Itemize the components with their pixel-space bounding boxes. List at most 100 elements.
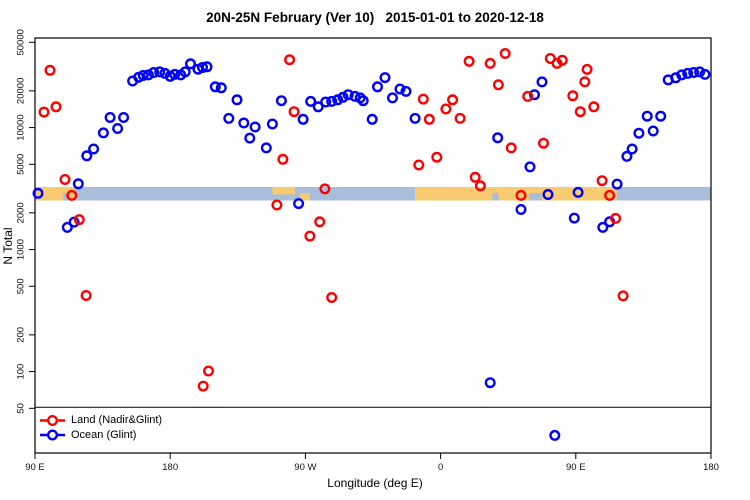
data-point-ocean	[342, 89, 354, 101]
data-point-ocean	[688, 66, 700, 78]
y-tick-label: 20000	[16, 78, 27, 104]
data-point-land	[38, 106, 50, 118]
data-point-ocean	[201, 61, 213, 73]
data-point-ocean	[484, 377, 496, 389]
data-point-ocean	[97, 127, 109, 139]
data-point-land	[484, 57, 496, 69]
data-point-land	[463, 55, 475, 67]
data-point-ocean	[409, 112, 421, 124]
x-tick-label: 0	[438, 462, 443, 473]
data-point-land	[202, 365, 214, 377]
data-point-land	[277, 153, 289, 165]
x-tick-label: 90 W	[294, 462, 316, 473]
data-point-land	[319, 183, 331, 195]
map-strip-ocean-segment	[616, 187, 711, 201]
legend-label-land: Land (Nadir&Glint)	[71, 414, 163, 426]
data-point-ocean	[320, 96, 332, 108]
data-point-ocean	[209, 81, 221, 93]
data-point-land	[610, 212, 622, 224]
data-point-ocean	[81, 150, 93, 162]
data-point-ocean	[244, 132, 256, 144]
data-point-land	[581, 63, 593, 75]
data-point-ocean	[349, 90, 361, 102]
data-point-land	[417, 93, 429, 105]
y-tick-label: 200	[16, 327, 27, 343]
data-point-ocean	[179, 66, 191, 78]
y-tick-label: 50000	[16, 29, 27, 55]
data-point-land	[271, 199, 283, 211]
data-point-ocean	[312, 101, 324, 113]
data-point-land	[596, 175, 608, 187]
data-point-ocean	[626, 143, 638, 155]
y-tick-label: 500	[16, 278, 27, 294]
data-point-ocean	[379, 72, 391, 84]
data-point-ocean	[72, 178, 84, 190]
data-point-land	[515, 189, 527, 201]
data-point-ocean	[647, 125, 659, 137]
y-tick-label: 100	[16, 364, 27, 380]
data-point-ocean	[655, 110, 667, 122]
data-point-ocean	[492, 132, 504, 144]
x-axis-label: Longitude (deg E)	[327, 476, 423, 490]
map-strip-land-segment	[300, 193, 310, 201]
data-point-ocean	[366, 113, 378, 125]
legend-marker-land	[47, 415, 59, 427]
data-point-ocean	[611, 178, 623, 190]
x-tick-label: 90 E	[25, 462, 45, 473]
data-point-land	[454, 112, 466, 124]
data-point-land	[469, 171, 481, 183]
data-point-land	[59, 173, 71, 185]
data-point-land	[314, 216, 326, 228]
data-point-ocean	[572, 186, 584, 198]
data-point-land	[567, 90, 579, 102]
data-point-ocean	[142, 69, 154, 81]
data-point-ocean	[61, 221, 73, 233]
x-tick-label: 180	[162, 462, 178, 473]
data-point-ocean	[597, 221, 609, 233]
data-point-ocean	[699, 68, 711, 80]
data-point-ocean	[196, 62, 208, 74]
legend-marker-ocean	[47, 429, 59, 441]
data-point-ocean	[112, 122, 124, 134]
data-point-ocean	[266, 118, 278, 130]
data-point-land	[304, 230, 316, 242]
data-point-ocean	[231, 94, 243, 106]
data-point-land	[288, 106, 300, 118]
x-tick-label: 90 E	[566, 462, 586, 473]
data-point-ocean	[542, 188, 554, 200]
data-point-ocean	[104, 111, 116, 123]
data-point-ocean	[275, 95, 287, 107]
data-point-land	[73, 214, 85, 226]
data-point-land	[44, 64, 56, 76]
data-point-ocean	[633, 127, 645, 139]
data-point-ocean	[372, 81, 384, 93]
data-point-ocean	[536, 76, 548, 88]
data-point-ocean	[223, 112, 235, 124]
data-point-land	[431, 151, 443, 163]
data-point-ocean	[387, 92, 399, 104]
y-tick-label: 10000	[16, 114, 27, 140]
data-point-land	[538, 137, 550, 149]
data-point-land	[556, 54, 568, 66]
data-point-land	[499, 48, 511, 60]
data-point-land	[80, 290, 92, 302]
data-point-land	[492, 79, 504, 91]
map-strip-ocean-segment	[62, 193, 69, 201]
chart-title: 20N-25N February (Ver 10) 2015-01-01 to …	[206, 10, 544, 25]
data-point-land	[284, 54, 296, 66]
data-point-land	[50, 101, 62, 113]
data-point-ocean	[249, 121, 261, 133]
data-point-ocean	[68, 216, 80, 228]
data-point-ocean	[88, 143, 100, 155]
data-point-ocean	[148, 66, 160, 78]
map-strip-ocean-segment	[529, 193, 542, 201]
data-point-land	[474, 180, 486, 192]
data-point-ocean	[394, 83, 406, 95]
data-point-ocean	[676, 69, 688, 81]
data-point-ocean	[326, 95, 338, 107]
data-point-ocean	[215, 82, 227, 94]
data-point-ocean	[297, 113, 309, 125]
data-point-ocean	[238, 117, 250, 129]
y-tick-label: 2000	[16, 202, 27, 223]
